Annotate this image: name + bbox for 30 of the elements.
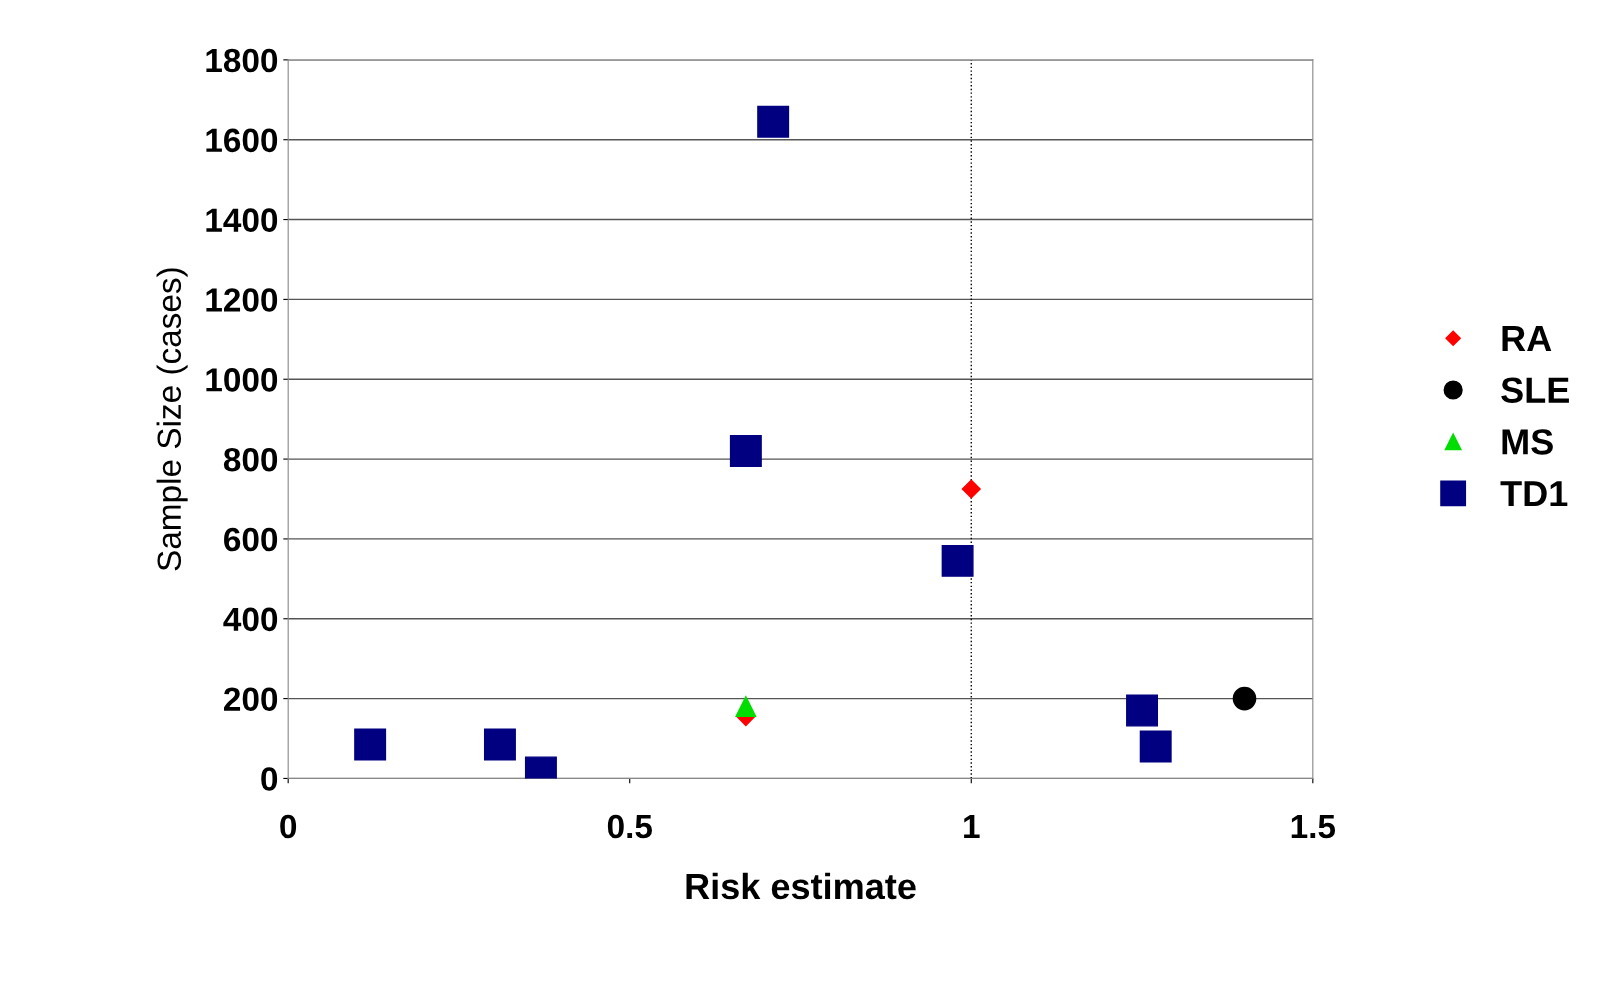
x-tick-label: 0.5 xyxy=(607,814,652,839)
y-tick-label: 800 xyxy=(223,447,278,472)
x-axis-title: Risk estimate xyxy=(686,872,916,900)
point xyxy=(483,728,516,761)
y-tick-label: 200 xyxy=(224,687,278,712)
point xyxy=(1232,686,1257,711)
point xyxy=(941,544,974,577)
y-tick-label: 600 xyxy=(224,527,278,552)
y-tick-label: 1400 xyxy=(206,208,278,232)
y-tick-label: 1600 xyxy=(206,128,278,153)
point xyxy=(729,435,762,468)
y-tick-label: 1800 xyxy=(206,48,278,73)
y-tick-label: 1000 xyxy=(206,368,278,392)
legend-label: TD1 xyxy=(1500,481,1568,507)
point xyxy=(1139,730,1172,763)
x-tick-label: 0 xyxy=(280,814,297,839)
legend-label: RA xyxy=(1502,326,1552,351)
point xyxy=(961,479,981,499)
y-tick-label: 400 xyxy=(223,607,278,632)
x-tick-label: 1 xyxy=(964,815,980,839)
y-axis-title: Sample Size (cases) xyxy=(156,268,188,571)
y-tick-label: 1200 xyxy=(206,288,278,312)
legend-label: MS xyxy=(1502,429,1553,455)
point xyxy=(757,105,790,138)
point xyxy=(354,728,387,761)
point xyxy=(1126,694,1159,727)
y-tick-label: 0 xyxy=(261,767,278,791)
point xyxy=(735,696,757,718)
x-tick-label: 1.5 xyxy=(1291,815,1336,839)
legend-label: SLE xyxy=(1501,377,1569,403)
